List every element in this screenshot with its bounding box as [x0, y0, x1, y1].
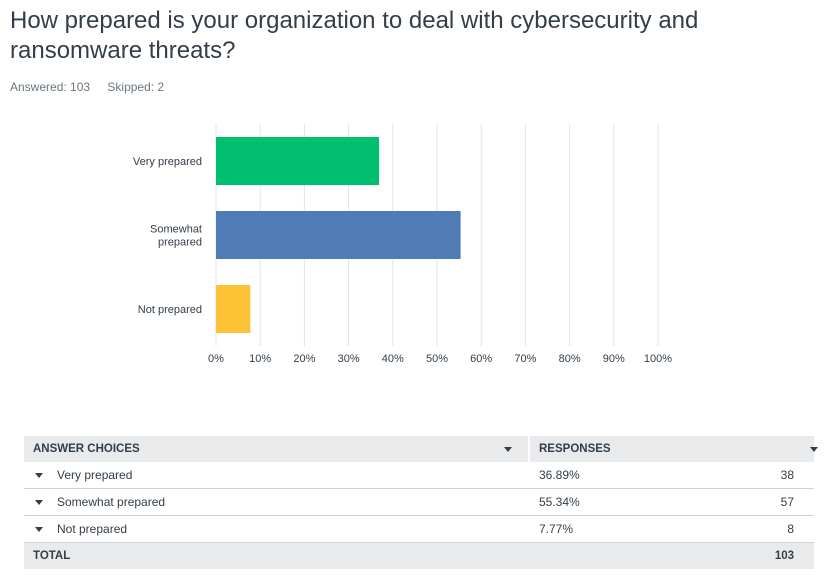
count-value: 38: [780, 468, 794, 482]
header-answer-choices[interactable]: ANSWER CHOICES: [24, 436, 528, 462]
total-row: TOTAL 103: [24, 543, 814, 569]
x-tick-label: 60%: [470, 353, 492, 365]
expand-caret-icon[interactable]: [35, 526, 43, 532]
question-title: How prepared is your organization to dea…: [10, 7, 699, 64]
percent-value: 55.34%: [539, 495, 580, 509]
total-label: TOTAL: [33, 550, 71, 562]
table-row: Very prepared 36.89% 38: [24, 462, 814, 489]
total-value: 103: [774, 550, 794, 562]
header-responses[interactable]: RESPONSES: [528, 436, 818, 462]
x-tick-label: 0%: [208, 353, 224, 365]
x-tick-label: 50%: [426, 353, 448, 365]
sort-caret-icon[interactable]: [810, 447, 818, 452]
expand-caret-icon[interactable]: [35, 472, 43, 478]
header-answer-choices-label: ANSWER CHOICES: [33, 443, 140, 455]
choice-label: Not prepared: [57, 522, 128, 536]
sort-caret-icon[interactable]: [504, 447, 512, 452]
x-tick-label: 70%: [514, 353, 536, 365]
bar: [216, 211, 461, 259]
category-label: Very prepared: [133, 156, 202, 168]
bar: [216, 137, 380, 185]
answer-table: ANSWER CHOICES RESPONSES Very prepared 3…: [24, 436, 818, 569]
x-tick-label: 30%: [338, 353, 360, 365]
x-tick-label: 100%: [644, 353, 672, 365]
category-label: Not prepared: [138, 304, 202, 316]
x-tick-label: 90%: [603, 353, 625, 365]
choice-label: Very prepared: [57, 468, 133, 482]
choice-label: Somewhat prepared: [57, 495, 166, 509]
percent-value: 7.77%: [539, 522, 574, 536]
bar: [216, 285, 251, 333]
bar-chart: 0% 10% 20% 30% 40% 50% 60% 70% 80% 90% 100% Very pr…: [133, 124, 672, 365]
expand-caret-icon[interactable]: [35, 499, 43, 505]
table-row: Somewhat prepared 55.34% 57: [24, 489, 814, 516]
percent-value: 36.89%: [539, 468, 580, 482]
x-tick-label: 10%: [249, 353, 271, 365]
header-responses-label: RESPONSES: [539, 443, 611, 455]
x-tick-label: 40%: [382, 353, 404, 365]
count-value: 8: [787, 522, 794, 536]
table-header: ANSWER CHOICES RESPONSES: [24, 436, 818, 462]
x-tick-label: 80%: [559, 353, 581, 365]
category-label: prepared: [158, 237, 202, 249]
category-label: Somewhat: [150, 224, 202, 236]
table-row: Not prepared 7.77% 8: [24, 516, 814, 543]
answered-count: Answered: 103: [10, 80, 91, 94]
skipped-count: Skipped: 2: [107, 80, 165, 94]
x-tick-label: 20%: [293, 353, 315, 365]
response-stats: Answered: 103 Skipped: 2: [10, 80, 178, 94]
count-value: 57: [780, 495, 794, 509]
